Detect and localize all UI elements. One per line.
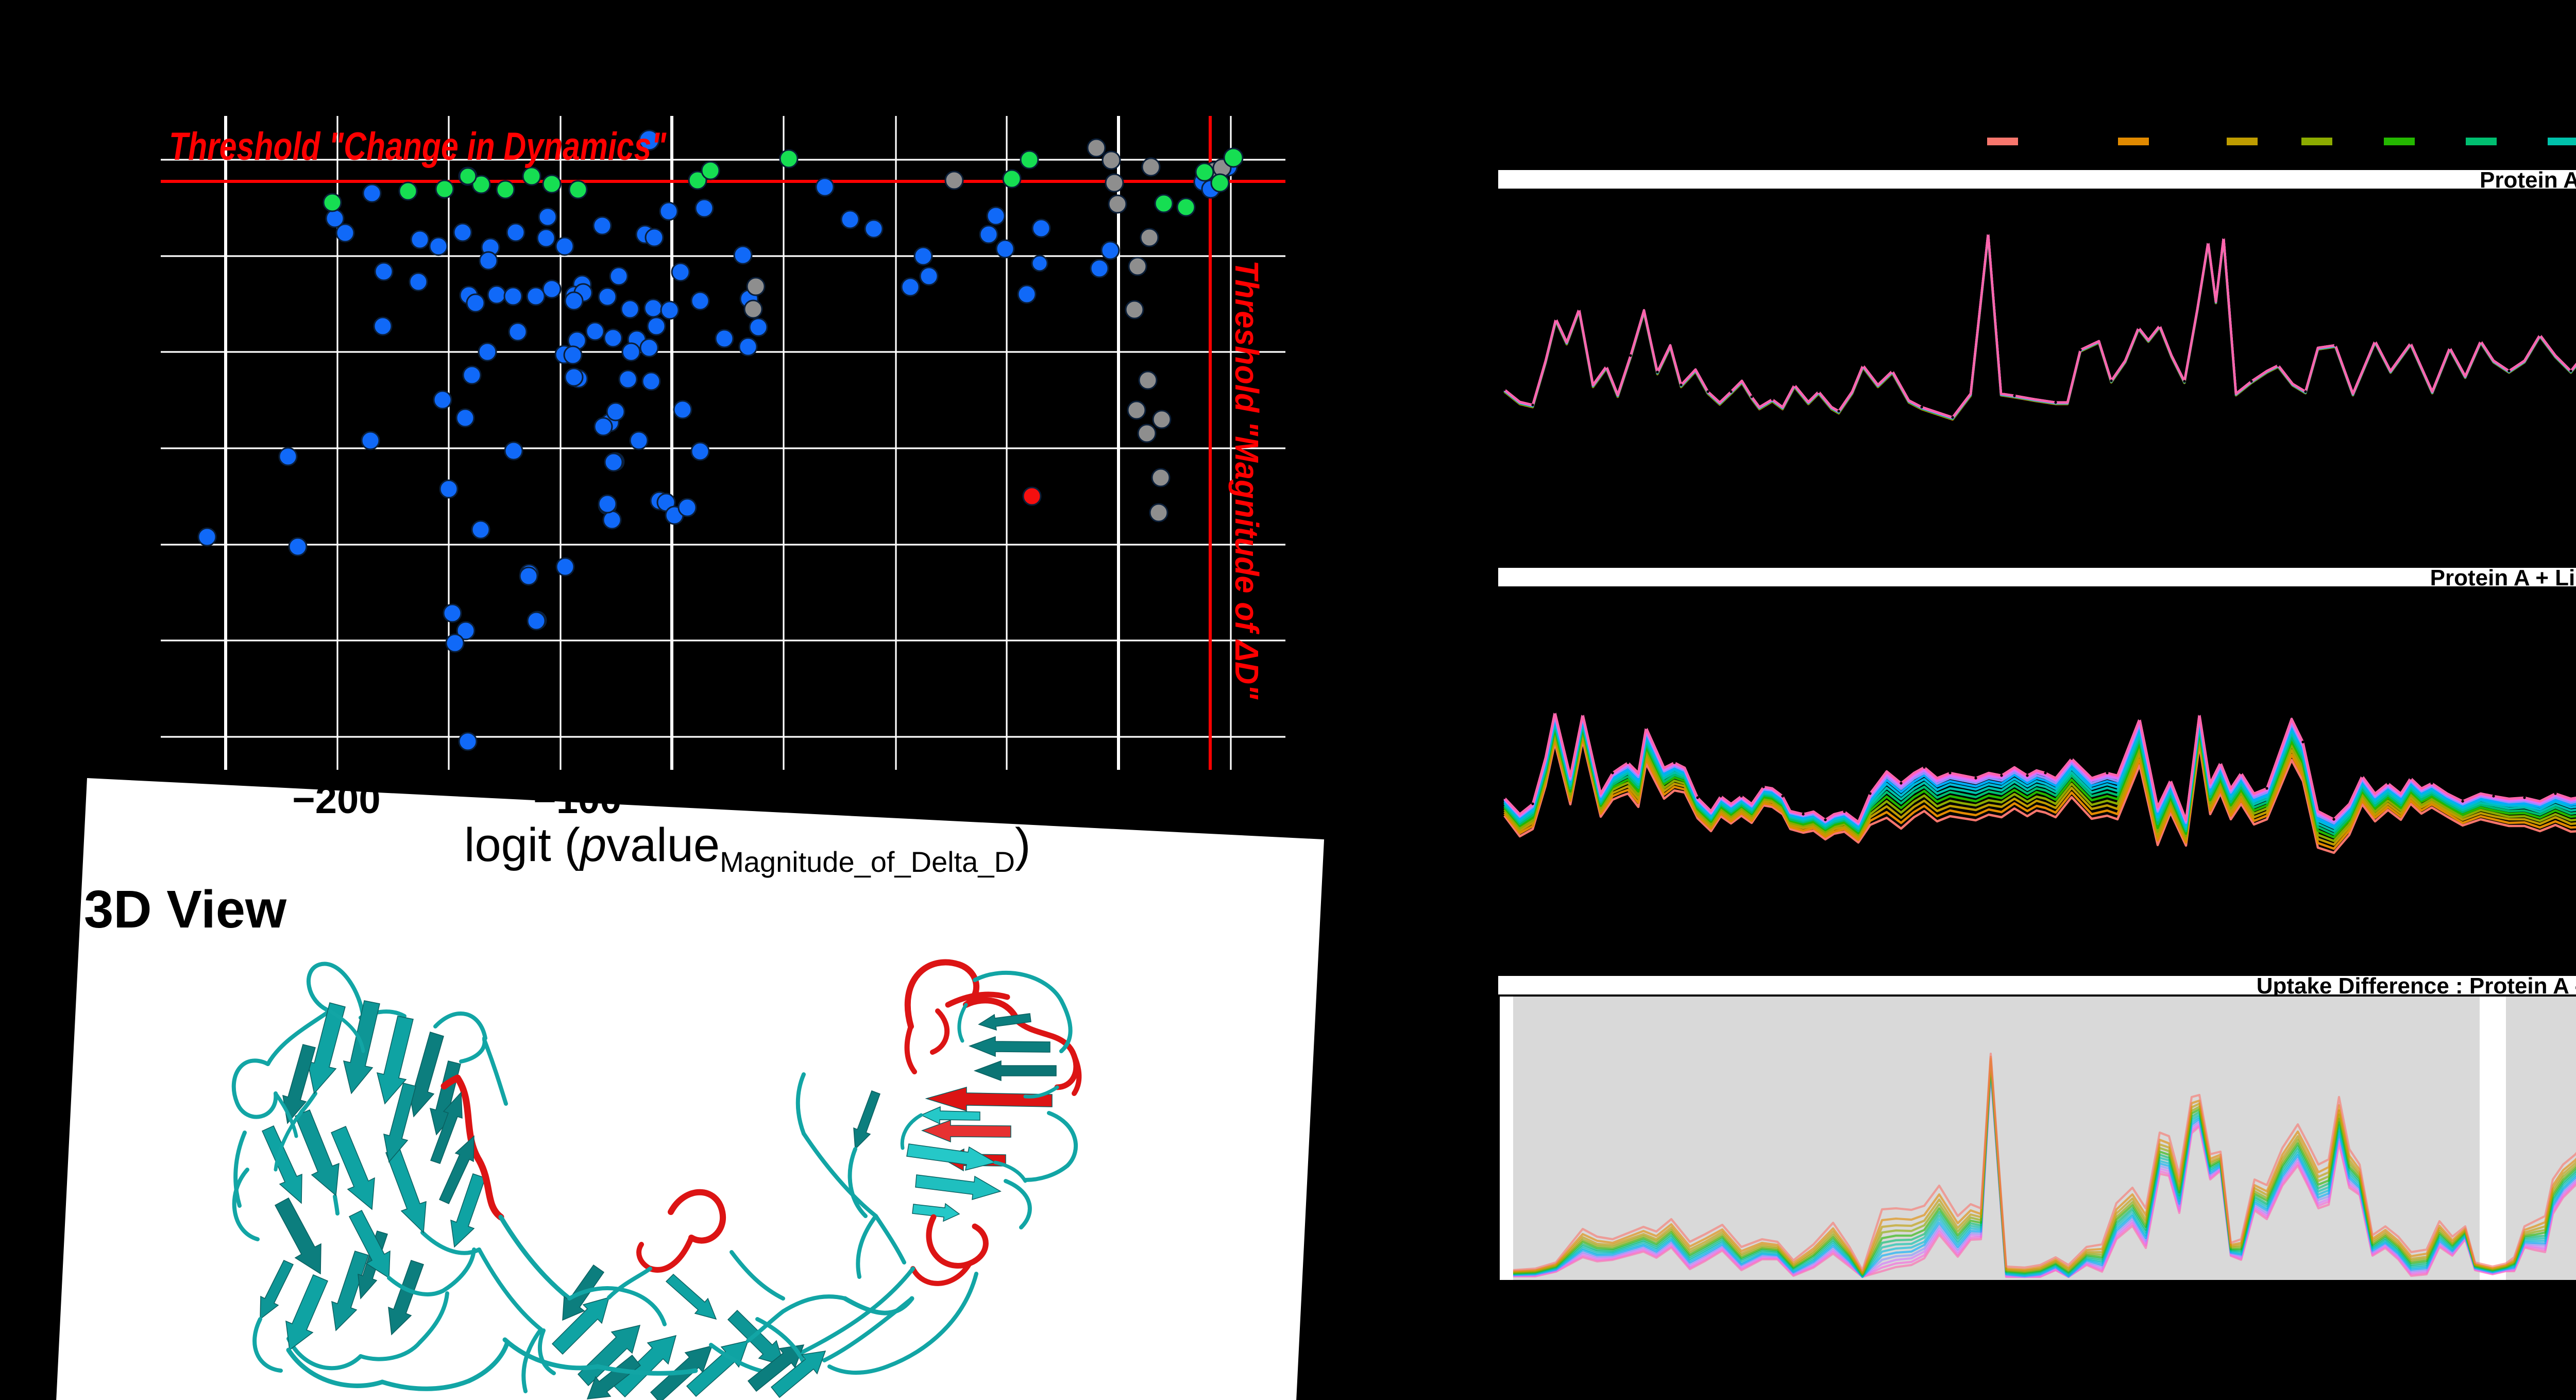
svg-text:Protein A + Ligand: Protein A + Ligand — [2430, 565, 2576, 591]
svg-text:Protein A: Protein A — [2480, 167, 2576, 193]
svg-text:Threshold "Change in Dynamics": Threshold "Change in Dynamics" — [169, 125, 667, 168]
svg-text:−100: −100 — [533, 778, 621, 822]
svg-text:−200: −200 — [292, 778, 380, 822]
svg-text:Threshold "Magnitude of ΔD": Threshold "Magnitude of ΔD" — [1228, 260, 1265, 700]
svg-text:3D View: 3D View — [84, 880, 287, 939]
svg-text:Uptake Difference : Protein A: Uptake Difference : Protein A - (Protein… — [2257, 973, 2576, 999]
